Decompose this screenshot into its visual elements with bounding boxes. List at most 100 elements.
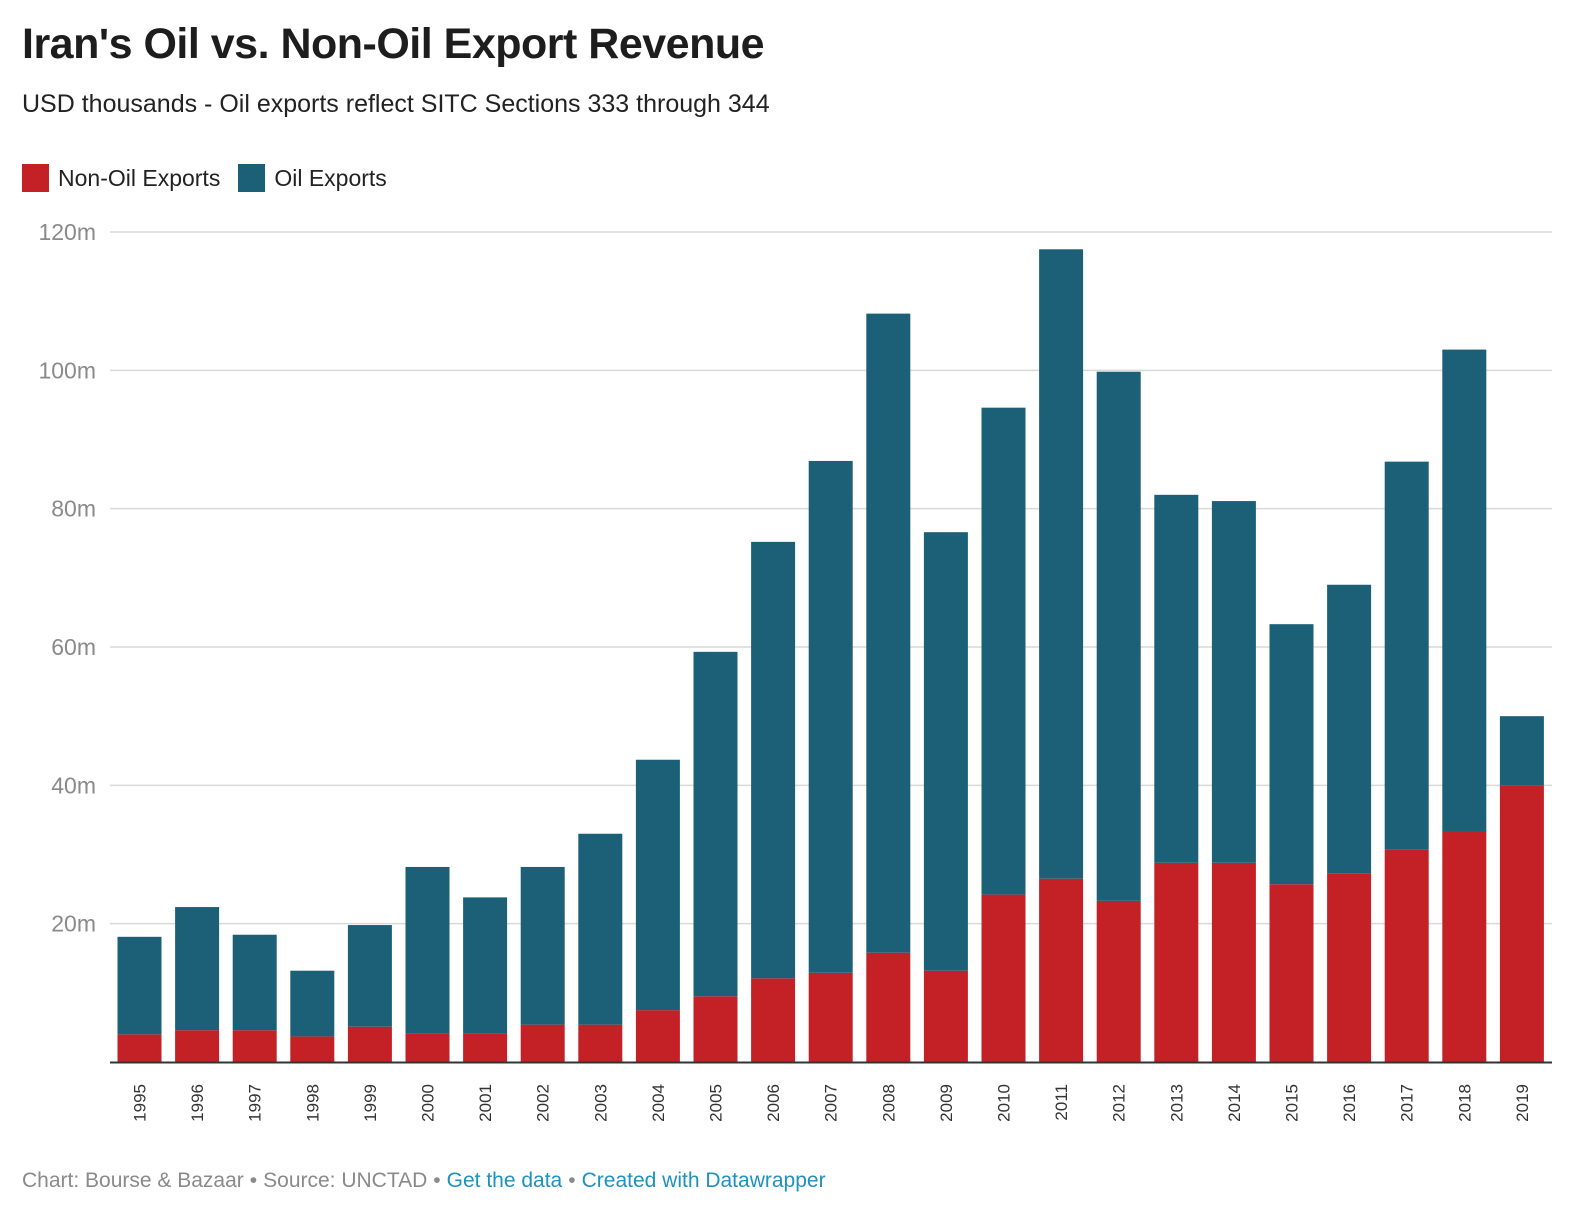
bar-non-oil-1997 (232, 1030, 277, 1062)
bar-non-oil-2005 (693, 996, 738, 1062)
bar-non-oil-2010 (981, 894, 1026, 1062)
bar-oil-2009 (923, 532, 968, 971)
x-tick-label: 1996 (188, 1084, 207, 1122)
bar-oil-2008 (866, 313, 911, 953)
x-tick-label: 2016 (1340, 1084, 1359, 1122)
x-tick-label: 2013 (1167, 1084, 1186, 1122)
bar-non-oil-1996 (175, 1030, 220, 1062)
x-axis-tick-labels: 1995 1996 1997 1998 1999 2000 2001 2002 2003 2004… (131, 1084, 1532, 1122)
bar-non-oil-2016 (1327, 873, 1372, 1062)
x-tick-label: 2004 (649, 1084, 668, 1122)
x-tick-label: 1997 (246, 1084, 265, 1122)
footer-separator: • (249, 1169, 258, 1192)
bar-oil-2004 (635, 759, 680, 1011)
chart-subtitle: USD thousands - Oil exports reflect SITC… (22, 90, 770, 118)
bar-oil-2016 (1327, 584, 1372, 874)
x-tick-label: 2007 (822, 1084, 841, 1122)
bar-non-oil-2008 (866, 952, 911, 1062)
bar-oil-1995 (117, 936, 162, 1035)
x-tick-label: 2001 (476, 1084, 495, 1122)
bar-non-oil-2004 (635, 1010, 680, 1062)
footer-separator: • (433, 1169, 441, 1192)
x-tick-label: 2018 (1455, 1084, 1474, 1122)
bar-oil-2001 (463, 897, 508, 1034)
x-tick-label: 2002 (534, 1084, 553, 1122)
legend-item-non-oil: Non-Oil Exports (22, 164, 220, 192)
bar-non-oil-2017 (1384, 849, 1429, 1062)
y-tick-label: 120m (38, 219, 96, 245)
bar-non-oil-2015 (1269, 884, 1314, 1062)
x-tick-label: 2010 (995, 1084, 1014, 1122)
bar-non-oil-2013 (1154, 862, 1199, 1062)
bar-oil-1999 (347, 925, 392, 1027)
bar-oil-2003 (578, 833, 623, 1025)
bar-oil-2011 (1039, 249, 1084, 879)
x-tick-label: 2019 (1513, 1084, 1532, 1122)
bar-non-oil-2006 (751, 978, 796, 1062)
legend-label-oil: Oil Exports (274, 164, 387, 191)
bar-oil-1998 (290, 970, 335, 1037)
x-tick-label: 2003 (591, 1084, 610, 1122)
y-tick-label: 40m (51, 772, 96, 798)
bar-non-oil-2002 (520, 1024, 565, 1062)
bar-oil-2019 (1499, 716, 1544, 786)
x-tick-label: 1999 (361, 1084, 380, 1122)
bar-oil-2007 (808, 460, 853, 973)
y-axis-tick-labels: 20m 40m 60m 80m 100m 120m (38, 219, 96, 937)
bar-oil-2018 (1442, 349, 1487, 831)
bar-oil-2005 (693, 651, 738, 997)
legend-label-non-oil: Non-Oil Exports (58, 164, 221, 191)
y-tick-label: 20m (51, 911, 96, 937)
bar-oil-2015 (1269, 624, 1314, 885)
bar-oil-2012 (1096, 371, 1141, 901)
get-the-data-link[interactable]: Get the data (446, 1169, 563, 1192)
bar-non-oil-1999 (347, 1026, 392, 1062)
legend-swatch-non-oil (22, 164, 49, 192)
created-with-datawrapper-link[interactable]: Created with Datawrapper (581, 1169, 826, 1192)
x-tick-label: 2008 (879, 1084, 898, 1122)
bar-oil-2000 (405, 866, 450, 1034)
bar-oil-2014 (1211, 501, 1256, 863)
x-tick-label: 2017 (1398, 1084, 1417, 1122)
bar-non-oil-1995 (117, 1034, 162, 1062)
bar-non-oil-2000 (405, 1033, 450, 1062)
x-tick-label: 2005 (707, 1084, 726, 1122)
bar-oil-2017 (1384, 461, 1429, 850)
x-tick-label: 1998 (303, 1084, 322, 1122)
legend-swatch-oil (238, 164, 266, 192)
x-tick-label: 2000 (419, 1084, 438, 1122)
bar-non-oil-2001 (463, 1033, 508, 1062)
chart-title: Iran's Oil vs. Non-Oil Export Revenue (22, 20, 765, 68)
y-tick-label: 100m (38, 357, 96, 383)
legend: Non-Oil Exports Oil Exports (22, 164, 405, 192)
footer: Chart: Bourse & Bazaar • Source: UNCTAD • Ge… (22, 1169, 826, 1193)
y-tick-label: 80m (51, 496, 96, 522)
footer-separator: • (568, 1169, 576, 1192)
x-tick-label: 1995 (131, 1084, 150, 1122)
footer-chart-credit: Chart: Bourse & Bazaar (22, 1169, 244, 1192)
x-tick-label: 2014 (1225, 1084, 1244, 1122)
bar-non-oil-2012 (1096, 900, 1141, 1062)
x-tick-label: 2006 (764, 1084, 783, 1122)
bar-oil-2006 (751, 541, 796, 979)
bar-non-oil-2003 (578, 1024, 623, 1062)
bar-oil-2013 (1154, 494, 1199, 863)
bar-non-oil-2014 (1211, 862, 1256, 1062)
bar-non-oil-2019 (1499, 785, 1544, 1062)
x-tick-label: 2012 (1110, 1084, 1129, 1122)
bar-non-oil-2018 (1442, 830, 1487, 1062)
footer-source: Source: UNCTAD (263, 1169, 428, 1192)
bar-non-oil-1998 (290, 1036, 335, 1062)
x-tick-label: 2009 (937, 1084, 956, 1122)
x-tick-label: 2011 (1052, 1084, 1071, 1121)
x-tick-label: 2015 (1283, 1084, 1302, 1122)
bar-non-oil-2011 (1039, 878, 1084, 1062)
y-tick-label: 60m (51, 634, 96, 660)
bar-oil-2002 (520, 866, 565, 1025)
legend-item-oil: Oil Exports (238, 164, 387, 192)
bar-non-oil-2009 (923, 970, 968, 1062)
bar-oil-1997 (232, 934, 277, 1031)
bar-oil-2010 (981, 407, 1026, 895)
bar-oil-1996 (175, 907, 220, 1031)
